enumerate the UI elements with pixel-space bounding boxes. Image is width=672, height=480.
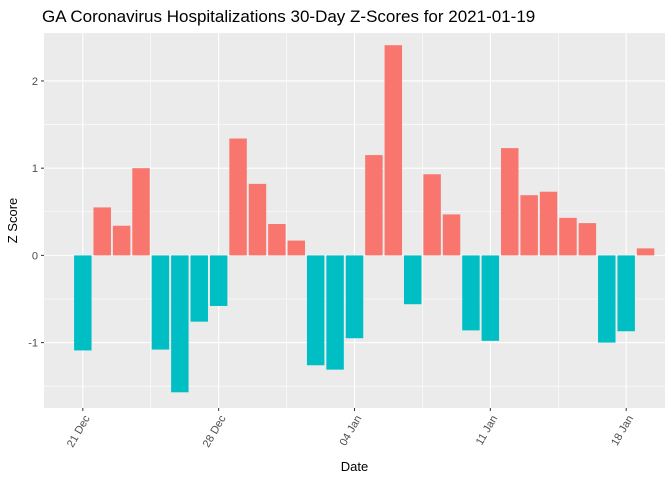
y-axis-title: Z Score: [5, 198, 20, 244]
bar-negative: [74, 255, 92, 351]
bar-positive: [578, 223, 597, 256]
bar-positive: [636, 248, 655, 256]
bar-positive: [559, 217, 577, 256]
x-axis-title: Date: [341, 459, 368, 474]
bar-series: [74, 45, 655, 393]
bar-negative: [598, 255, 616, 343]
bar-negative: [151, 255, 170, 350]
bar-negative: [171, 255, 189, 393]
bar-positive: [287, 240, 306, 256]
bar-negative: [345, 255, 364, 339]
bar-negative: [209, 255, 228, 306]
y-tick-label: -1: [28, 338, 38, 350]
bar-positive: [268, 223, 286, 256]
y-tick-label: 0: [32, 250, 38, 262]
bar-negative: [326, 255, 344, 370]
bar-negative: [403, 255, 422, 305]
chart-title: GA Coronavirus Hospitalizations 30-Day Z…: [42, 7, 535, 26]
y-axis: -1 0 1 2: [28, 76, 44, 350]
bar-positive: [132, 168, 150, 256]
bar-positive: [423, 174, 441, 256]
bar-positive: [112, 225, 131, 256]
bar-negative: [462, 255, 480, 331]
bar-negative: [306, 255, 325, 366]
bar-negative: [190, 255, 208, 322]
y-tick-label: 1: [32, 163, 38, 175]
bar-positive: [365, 155, 383, 256]
bar-positive: [520, 195, 538, 256]
y-tick-label: 2: [32, 76, 38, 88]
bar-positive: [93, 207, 111, 256]
bar-negative: [481, 255, 500, 341]
bar-positive: [384, 45, 403, 256]
bar-positive: [229, 138, 247, 256]
bar-positive: [539, 191, 558, 256]
bar-negative: [617, 255, 635, 332]
bar-positive: [248, 183, 267, 256]
bar-positive: [501, 148, 519, 256]
bar-positive: [442, 214, 461, 256]
